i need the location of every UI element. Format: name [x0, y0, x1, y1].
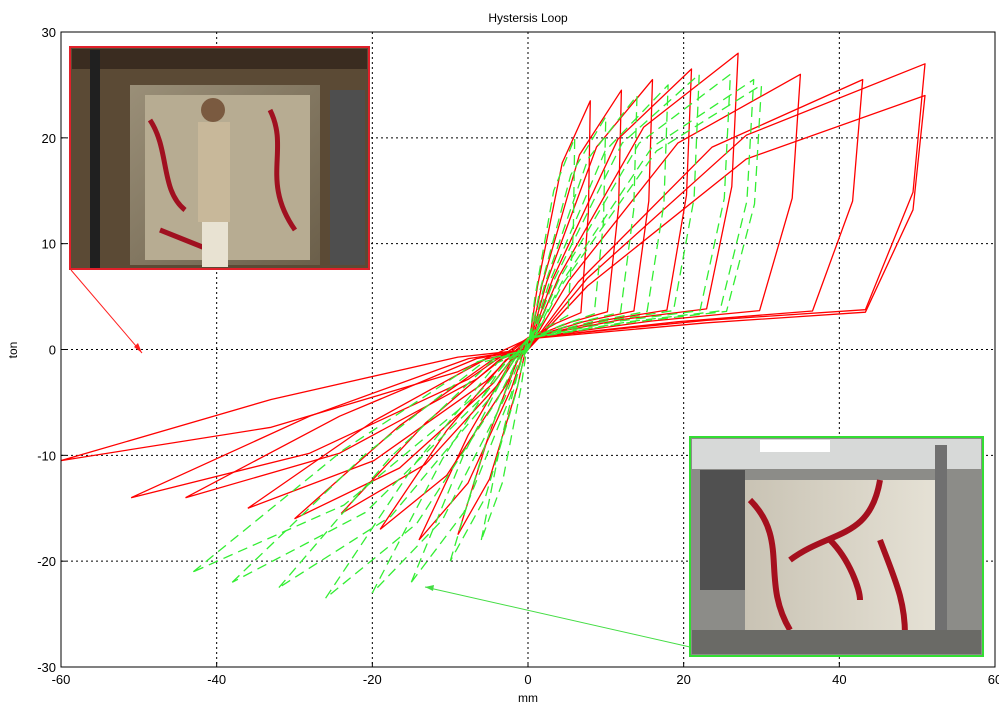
y-tick-label: -10 — [37, 448, 56, 463]
series-layer — [61, 52, 926, 599]
x-tick-label: -60 — [52, 672, 71, 687]
x-tick-label: 20 — [676, 672, 690, 687]
hysteresis-loop — [325, 73, 700, 599]
hysteresis-loop — [480, 137, 576, 541]
series-1 — [192, 73, 763, 599]
hysteresis-loop — [231, 78, 755, 583]
photo-inset-right — [689, 436, 984, 657]
x-tick-label: -40 — [207, 672, 226, 687]
hysteresis-loop — [410, 94, 638, 583]
x-tick-label: 40 — [832, 672, 846, 687]
photo-inset-left — [69, 46, 370, 270]
x-axis-label: mm — [518, 691, 538, 705]
arrow-to-green-loop — [424, 585, 691, 648]
y-axis-label: ton — [6, 342, 20, 359]
x-tick-labels: -60 -40 -20 0 20 40 60 — [52, 662, 999, 687]
y-tick-label: 10 — [42, 237, 56, 252]
y-tick-label: -20 — [37, 554, 56, 569]
y-tick-label: 20 — [42, 131, 56, 146]
y-tick-label: 30 — [42, 25, 56, 40]
y-tick-label: -30 — [37, 660, 56, 675]
hysteresis-loop — [130, 63, 926, 499]
y-tick-label: 0 — [49, 343, 56, 358]
arrow-to-red-loop — [70, 269, 143, 354]
x-tick-label: 60 — [988, 672, 999, 687]
hysteresis-loop — [371, 84, 669, 594]
x-tick-label: -20 — [363, 672, 382, 687]
y-tick-labels: -30 -20 -10 0 10 20 30 — [37, 25, 66, 675]
x-tick-label: 0 — [524, 672, 531, 687]
chart-title: Hystersis Loop — [488, 11, 568, 25]
hysteresis-loop — [278, 73, 732, 589]
hysteresis-loop — [185, 78, 864, 499]
